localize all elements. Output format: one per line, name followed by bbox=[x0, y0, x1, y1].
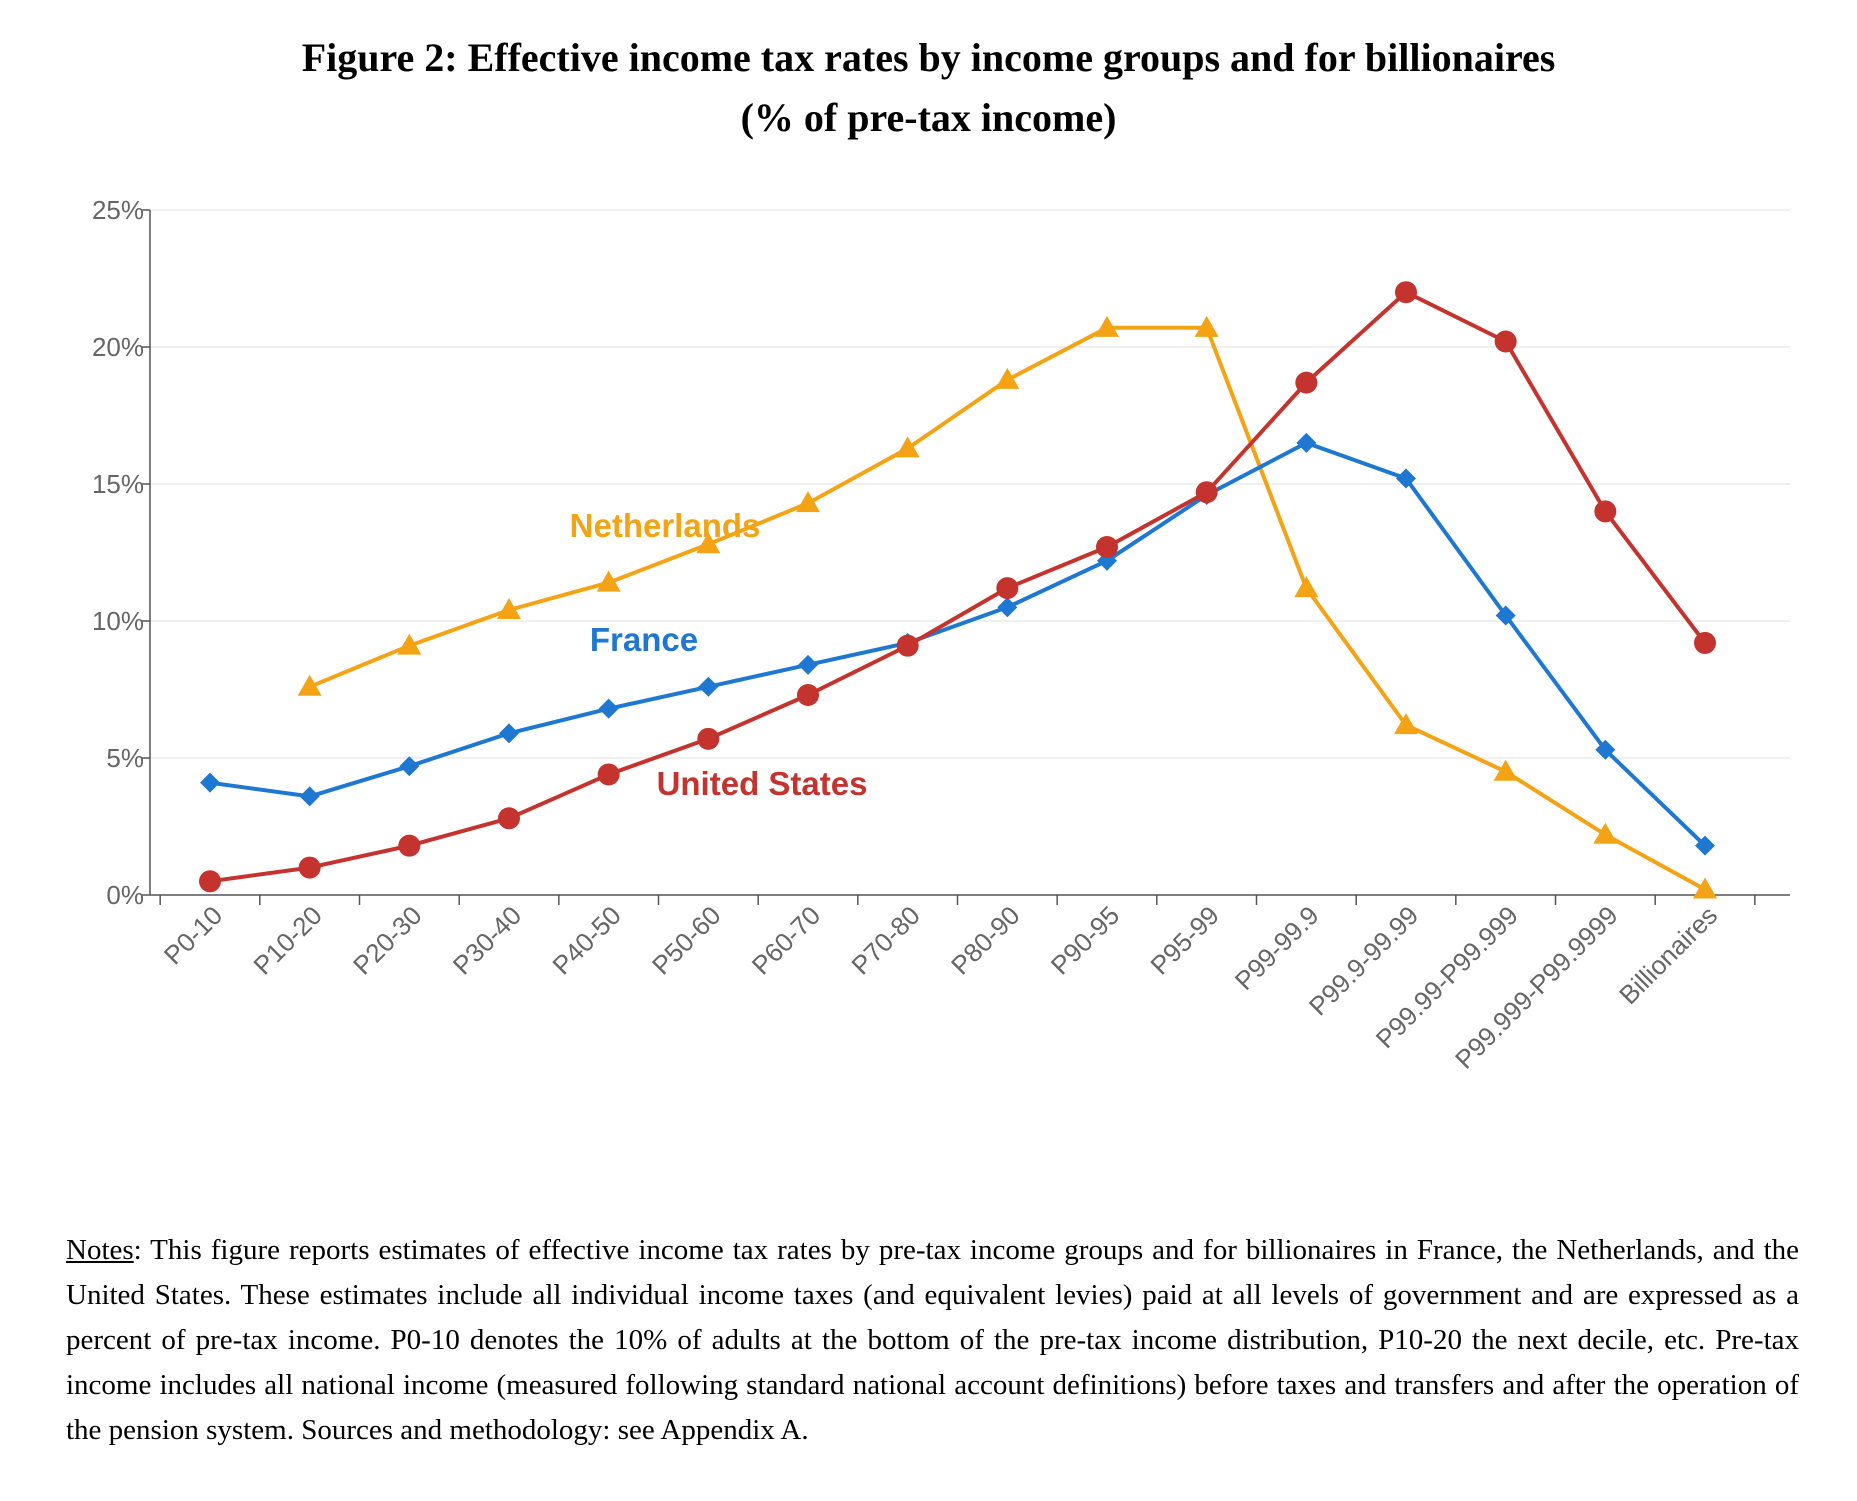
data-point-netherlands bbox=[1394, 713, 1418, 735]
y-tick-label: 10% bbox=[92, 606, 144, 636]
y-tick-label: 20% bbox=[92, 332, 144, 362]
x-tick-label: P30-40 bbox=[447, 900, 527, 980]
data-point-united-states bbox=[298, 856, 321, 879]
y-tick-label: 0% bbox=[106, 880, 144, 910]
x-tick-label: P95-99 bbox=[1144, 900, 1224, 980]
notes-text: : This figure reports estimates of effec… bbox=[66, 1234, 1799, 1446]
data-point-netherlands bbox=[1294, 576, 1319, 598]
data-point-united-states bbox=[398, 834, 421, 857]
data-point-netherlands bbox=[497, 598, 521, 620]
data-point-united-states bbox=[996, 577, 1019, 600]
data-point-france bbox=[1097, 550, 1117, 571]
data-point-netherlands bbox=[397, 633, 422, 655]
x-tick-label: P80-90 bbox=[945, 900, 1025, 980]
data-point-netherlands bbox=[297, 674, 322, 696]
axes: 0%5%10%15%20%25%P0-10 P10-20 P20-30 P30-40 P… bbox=[92, 195, 1790, 1075]
data-point-united-states bbox=[697, 727, 720, 750]
x-tick-label: P60-70 bbox=[746, 900, 826, 980]
line-chart: 0%5%10%15%20%25%P0-10 P10-20 P20-30 P30-40 P… bbox=[92, 195, 1790, 1075]
data-point-united-states bbox=[498, 807, 520, 830]
data-point-united-states bbox=[896, 634, 919, 657]
x-tick-label: P40-50 bbox=[546, 900, 626, 980]
data-point-france bbox=[1396, 468, 1416, 489]
x-tick-label: P20-30 bbox=[347, 900, 427, 980]
data-point-netherlands bbox=[1493, 759, 1518, 781]
data-point-united-states bbox=[1096, 536, 1118, 559]
title-line-2: (% of pre-tax income) bbox=[740, 95, 1117, 140]
data-point-united-states bbox=[1395, 281, 1417, 304]
data-point-france bbox=[1296, 432, 1317, 453]
data-point-netherlands bbox=[1194, 315, 1219, 337]
y-tick-label: 5% bbox=[106, 743, 144, 773]
data-point-united-states bbox=[1494, 330, 1517, 353]
x-tick-label: P10-20 bbox=[247, 900, 327, 980]
notes-label: Notes bbox=[66, 1234, 134, 1266]
x-tick-label: P99-99.9 bbox=[1229, 900, 1325, 996]
data-point-france bbox=[1695, 835, 1715, 856]
data-point-france bbox=[200, 772, 220, 793]
data-point-france bbox=[399, 756, 420, 777]
data-point-united-states bbox=[1195, 481, 1218, 504]
data-point-france bbox=[1595, 739, 1616, 760]
data-point-france bbox=[798, 654, 818, 675]
data-point-france bbox=[1495, 605, 1516, 626]
data-point-united-states bbox=[199, 870, 221, 893]
data-point-netherlands bbox=[796, 491, 820, 513]
data-point-france bbox=[299, 786, 320, 807]
series-label-netherlands: Netherlands bbox=[570, 507, 761, 544]
title-line-1: Figure 2: Effective income tax rates by … bbox=[301, 35, 1556, 80]
data-point-netherlands bbox=[895, 436, 920, 458]
chart-notes: Notes: This figure reports estimates of … bbox=[66, 1228, 1799, 1453]
series-layer bbox=[199, 281, 1717, 899]
data-point-united-states bbox=[1594, 500, 1617, 523]
series-label-united-states: United States bbox=[657, 765, 868, 802]
data-point-france bbox=[499, 723, 519, 744]
x-tick-label: P0-10 bbox=[158, 900, 228, 970]
data-point-france bbox=[997, 597, 1018, 618]
data-point-netherlands bbox=[1095, 315, 1119, 337]
series-france bbox=[200, 432, 1715, 856]
chart-title: Figure 2: Effective income tax rates by … bbox=[0, 28, 1857, 148]
data-point-netherlands bbox=[1693, 877, 1717, 899]
data-point-united-states bbox=[797, 683, 819, 706]
series-netherlands bbox=[297, 315, 1717, 899]
series-line-united-states bbox=[209, 290, 1707, 884]
series-line-france bbox=[209, 440, 1707, 848]
y-tick-label: 15% bbox=[92, 469, 144, 499]
data-point-netherlands bbox=[596, 570, 621, 592]
x-tick-label: Billionaires bbox=[1613, 900, 1723, 1010]
y-tick-label: 25% bbox=[92, 195, 144, 225]
data-point-united-states bbox=[1694, 631, 1716, 654]
data-point-united-states bbox=[1295, 371, 1318, 394]
series-label-france: France bbox=[590, 621, 698, 658]
data-point-united-states bbox=[597, 763, 620, 786]
data-point-france bbox=[598, 698, 619, 719]
data-point-france bbox=[698, 676, 719, 697]
x-tick-label: P90-95 bbox=[1045, 900, 1125, 980]
x-tick-label: P50-60 bbox=[646, 900, 726, 980]
grid-lines bbox=[150, 209, 1790, 759]
x-tick-label: P70-80 bbox=[845, 900, 925, 980]
data-point-netherlands bbox=[696, 532, 721, 554]
series-united-states bbox=[199, 281, 1716, 893]
data-point-netherlands bbox=[1593, 822, 1618, 844]
data-point-netherlands bbox=[995, 367, 1020, 389]
